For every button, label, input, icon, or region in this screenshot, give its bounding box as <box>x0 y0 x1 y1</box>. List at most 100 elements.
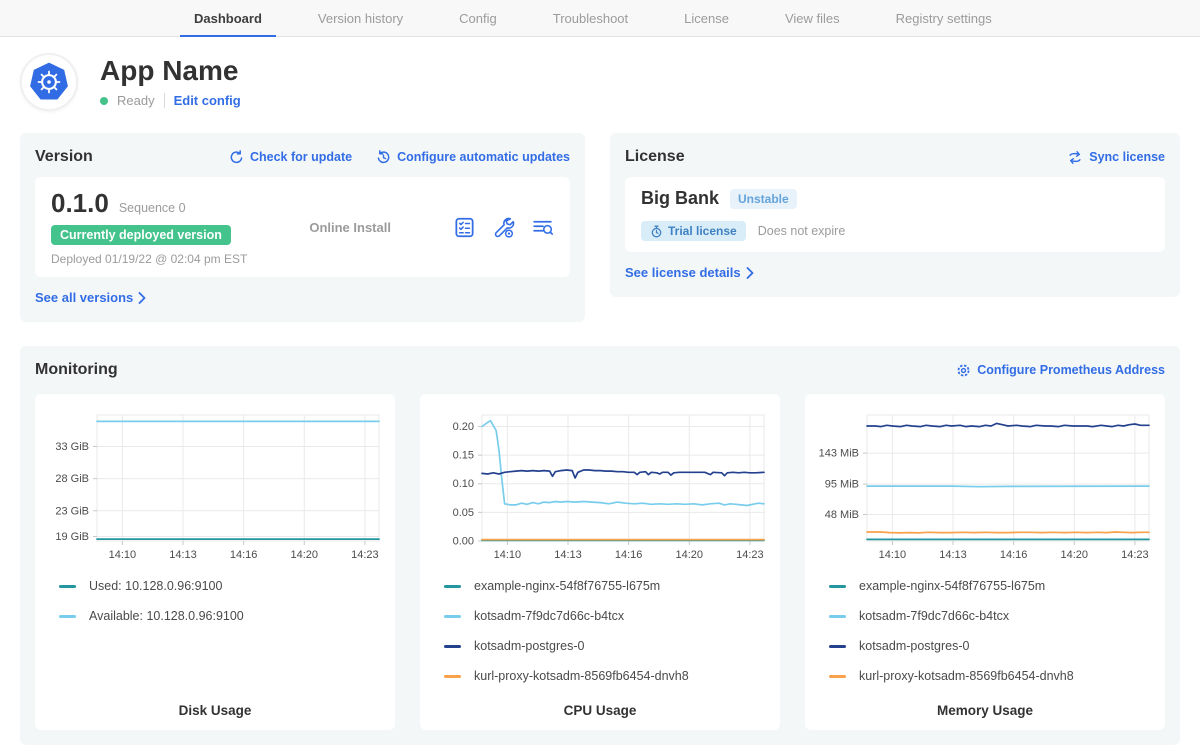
chart-legend: example-nginx-54f8f76755-l675m kotsadm-7f… <box>829 571 1155 691</box>
tab-view-files[interactable]: View files <box>784 11 840 26</box>
edit-config-link[interactable]: Edit config <box>173 93 241 109</box>
svg-text:0.15: 0.15 <box>453 450 474 462</box>
legend-item: kurl-proxy-kotsadm-8569fb6454-dnvh8 <box>829 661 1155 691</box>
tab-troubleshoot[interactable]: Troubleshoot <box>552 11 629 26</box>
expiry-text: Does not expire <box>757 224 846 238</box>
legend-item: kotsadm-7f9dc7d66c-b4tcx <box>444 601 770 631</box>
svg-text:0.05: 0.05 <box>453 507 474 519</box>
svg-text:14:23: 14:23 <box>736 549 764 561</box>
legend-swatch <box>59 584 76 588</box>
status-text: Ready <box>117 93 155 109</box>
see-license-details-link[interactable]: See license details <box>625 265 754 280</box>
legend-swatch <box>59 614 76 618</box>
preflight-checks-icon[interactable] <box>453 216 476 239</box>
version-card-title: Version <box>35 148 93 165</box>
app-icon <box>20 53 78 111</box>
legend-swatch <box>444 584 461 588</box>
legend-label: Used: 10.128.0.96:9100 <box>89 579 223 593</box>
sync-license-label: Sync license <box>1089 150 1165 164</box>
legend-swatch <box>829 584 846 588</box>
svg-text:14:16: 14:16 <box>1000 549 1028 561</box>
legend-label: kotsadm-7f9dc7d66c-b4tcx <box>859 609 1010 623</box>
chart-plot-cpu-usage: 14:10 14:13 14:16 14:20 14:23 0.00 0.05 0.10 0.1… <box>453 414 765 561</box>
svg-text:23 GiB: 23 GiB <box>55 505 89 517</box>
cards-row: Version Check for update Configure autom… <box>0 133 1200 322</box>
charts-row: 14:10 14:13 14:16 14:20 14:23 19 GiB 23 GiB 28 … <box>35 394 1165 730</box>
config-wrench-icon[interactable] <box>492 216 515 239</box>
chart-card-cpu-usage: 14:10 14:13 14:16 14:20 14:23 0.00 0.05 0.10 0.1… <box>420 394 780 730</box>
legend-item: example-nginx-54f8f76755-l675m <box>444 571 770 601</box>
check-for-update-link[interactable]: Check for update <box>229 149 352 165</box>
legend-label: Available: 10.128.0.96:9100 <box>89 609 244 623</box>
configure-automatic-updates-link[interactable]: Configure automatic updates <box>376 149 570 165</box>
svg-text:28 GiB: 28 GiB <box>55 473 89 485</box>
legend-swatch <box>829 644 846 648</box>
svg-text:14:23: 14:23 <box>351 549 379 561</box>
sync-arrows-icon <box>1067 150 1083 165</box>
divider <box>163 93 165 109</box>
svg-text:0.10: 0.10 <box>453 478 474 490</box>
configure-prometheus-link[interactable]: Configure Prometheus Address <box>956 363 1165 378</box>
license-type-badge: Trial license <box>641 221 746 241</box>
legend-label: example-nginx-54f8f76755-l675m <box>474 579 661 593</box>
legend-swatch <box>829 674 846 678</box>
see-all-versions-link[interactable]: See all versions <box>35 290 146 305</box>
legend-item: Available: 10.128.0.96:9100 <box>59 601 385 631</box>
chart-title: Disk Usage <box>178 703 252 718</box>
tab-license[interactable]: License <box>684 11 729 26</box>
tab-dashboard[interactable]: Dashboard <box>180 0 276 37</box>
tab-config[interactable]: Config <box>459 11 497 26</box>
tab-version-history[interactable]: Version history <box>317 11 404 26</box>
chart-title: Memory Usage <box>936 703 1034 718</box>
channel-badge: Unstable <box>730 188 797 209</box>
app-title: App Name <box>100 54 239 86</box>
legend-swatch <box>444 614 461 618</box>
top-nav: Dashboard Version history Config Troublesho… <box>0 0 1200 37</box>
svg-text:14:16: 14:16 <box>615 549 643 561</box>
legend-label: example-nginx-54f8f76755-l675m <box>859 579 1046 593</box>
legend-item: kotsadm-postgres-0 <box>444 631 770 661</box>
legend-swatch <box>444 644 461 648</box>
status-dot <box>100 96 108 105</box>
svg-text:14:13: 14:13 <box>939 549 967 561</box>
svg-text:143 MiB: 143 MiB <box>819 448 859 460</box>
view-logs-icon[interactable] <box>531 216 554 239</box>
svg-text:14:16: 14:16 <box>230 549 258 561</box>
chart-legend: Used: 10.128.0.96:9100 Available: 10.128.… <box>59 571 385 631</box>
sync-license-link[interactable]: Sync license <box>1067 150 1165 165</box>
chart-card-memory-usage: 14:10 14:13 14:16 14:20 14:23 48 MiB 95 MiB 143… <box>805 394 1165 730</box>
svg-text:14:20: 14:20 <box>291 549 319 561</box>
chart-plot-memory-usage: 14:10 14:13 14:16 14:20 14:23 48 MiB 95 MiB 143… <box>819 414 1150 561</box>
legend-swatch <box>444 674 461 678</box>
svg-text:14:10: 14:10 <box>494 549 522 561</box>
version-number: 0.1.0 <box>51 188 109 218</box>
chart-plot-disk-usage: 14:10 14:13 14:16 14:20 14:23 19 GiB 23 GiB 28 … <box>55 414 380 561</box>
svg-text:14:20: 14:20 <box>1061 549 1089 561</box>
svg-text:14:10: 14:10 <box>109 549 137 561</box>
configure-prometheus-label: Configure Prometheus Address <box>977 363 1165 377</box>
svg-text:0.00: 0.00 <box>453 536 474 548</box>
license-card-title: License <box>625 148 685 165</box>
gear-icon <box>956 363 971 378</box>
legend-label: kotsadm-postgres-0 <box>859 639 970 653</box>
legend-label: kotsadm-7f9dc7d66c-b4tcx <box>474 609 625 623</box>
refresh-icon <box>229 149 244 165</box>
svg-text:14:13: 14:13 <box>554 549 582 561</box>
legend-item: kotsadm-postgres-0 <box>829 631 1155 661</box>
license-type-label: Trial license <box>668 224 737 238</box>
tab-registry-settings[interactable]: Registry settings <box>895 11 992 26</box>
sequence-label: Sequence 0 <box>118 201 186 215</box>
legend-label: kotsadm-postgres-0 <box>474 639 585 653</box>
svg-text:48 MiB: 48 MiB <box>825 509 859 521</box>
chart-legend: example-nginx-54f8f76755-l675m kotsadm-7f… <box>444 571 770 691</box>
legend-item: example-nginx-54f8f76755-l675m <box>829 571 1155 601</box>
app-header: App Name Ready Edit config <box>0 37 1200 133</box>
configure-automatic-updates-label: Configure automatic updates <box>397 150 570 164</box>
see-license-details-label: See license details <box>625 265 741 280</box>
legend-label: kurl-proxy-kotsadm-8569fb6454-dnvh8 <box>474 669 689 683</box>
clock-refresh-icon <box>376 149 391 165</box>
stopwatch-icon <box>651 225 662 237</box>
legend-label: kurl-proxy-kotsadm-8569fb6454-dnvh8 <box>859 669 1074 683</box>
svg-text:14:20: 14:20 <box>676 549 704 561</box>
svg-text:19 GiB: 19 GiB <box>55 531 89 543</box>
